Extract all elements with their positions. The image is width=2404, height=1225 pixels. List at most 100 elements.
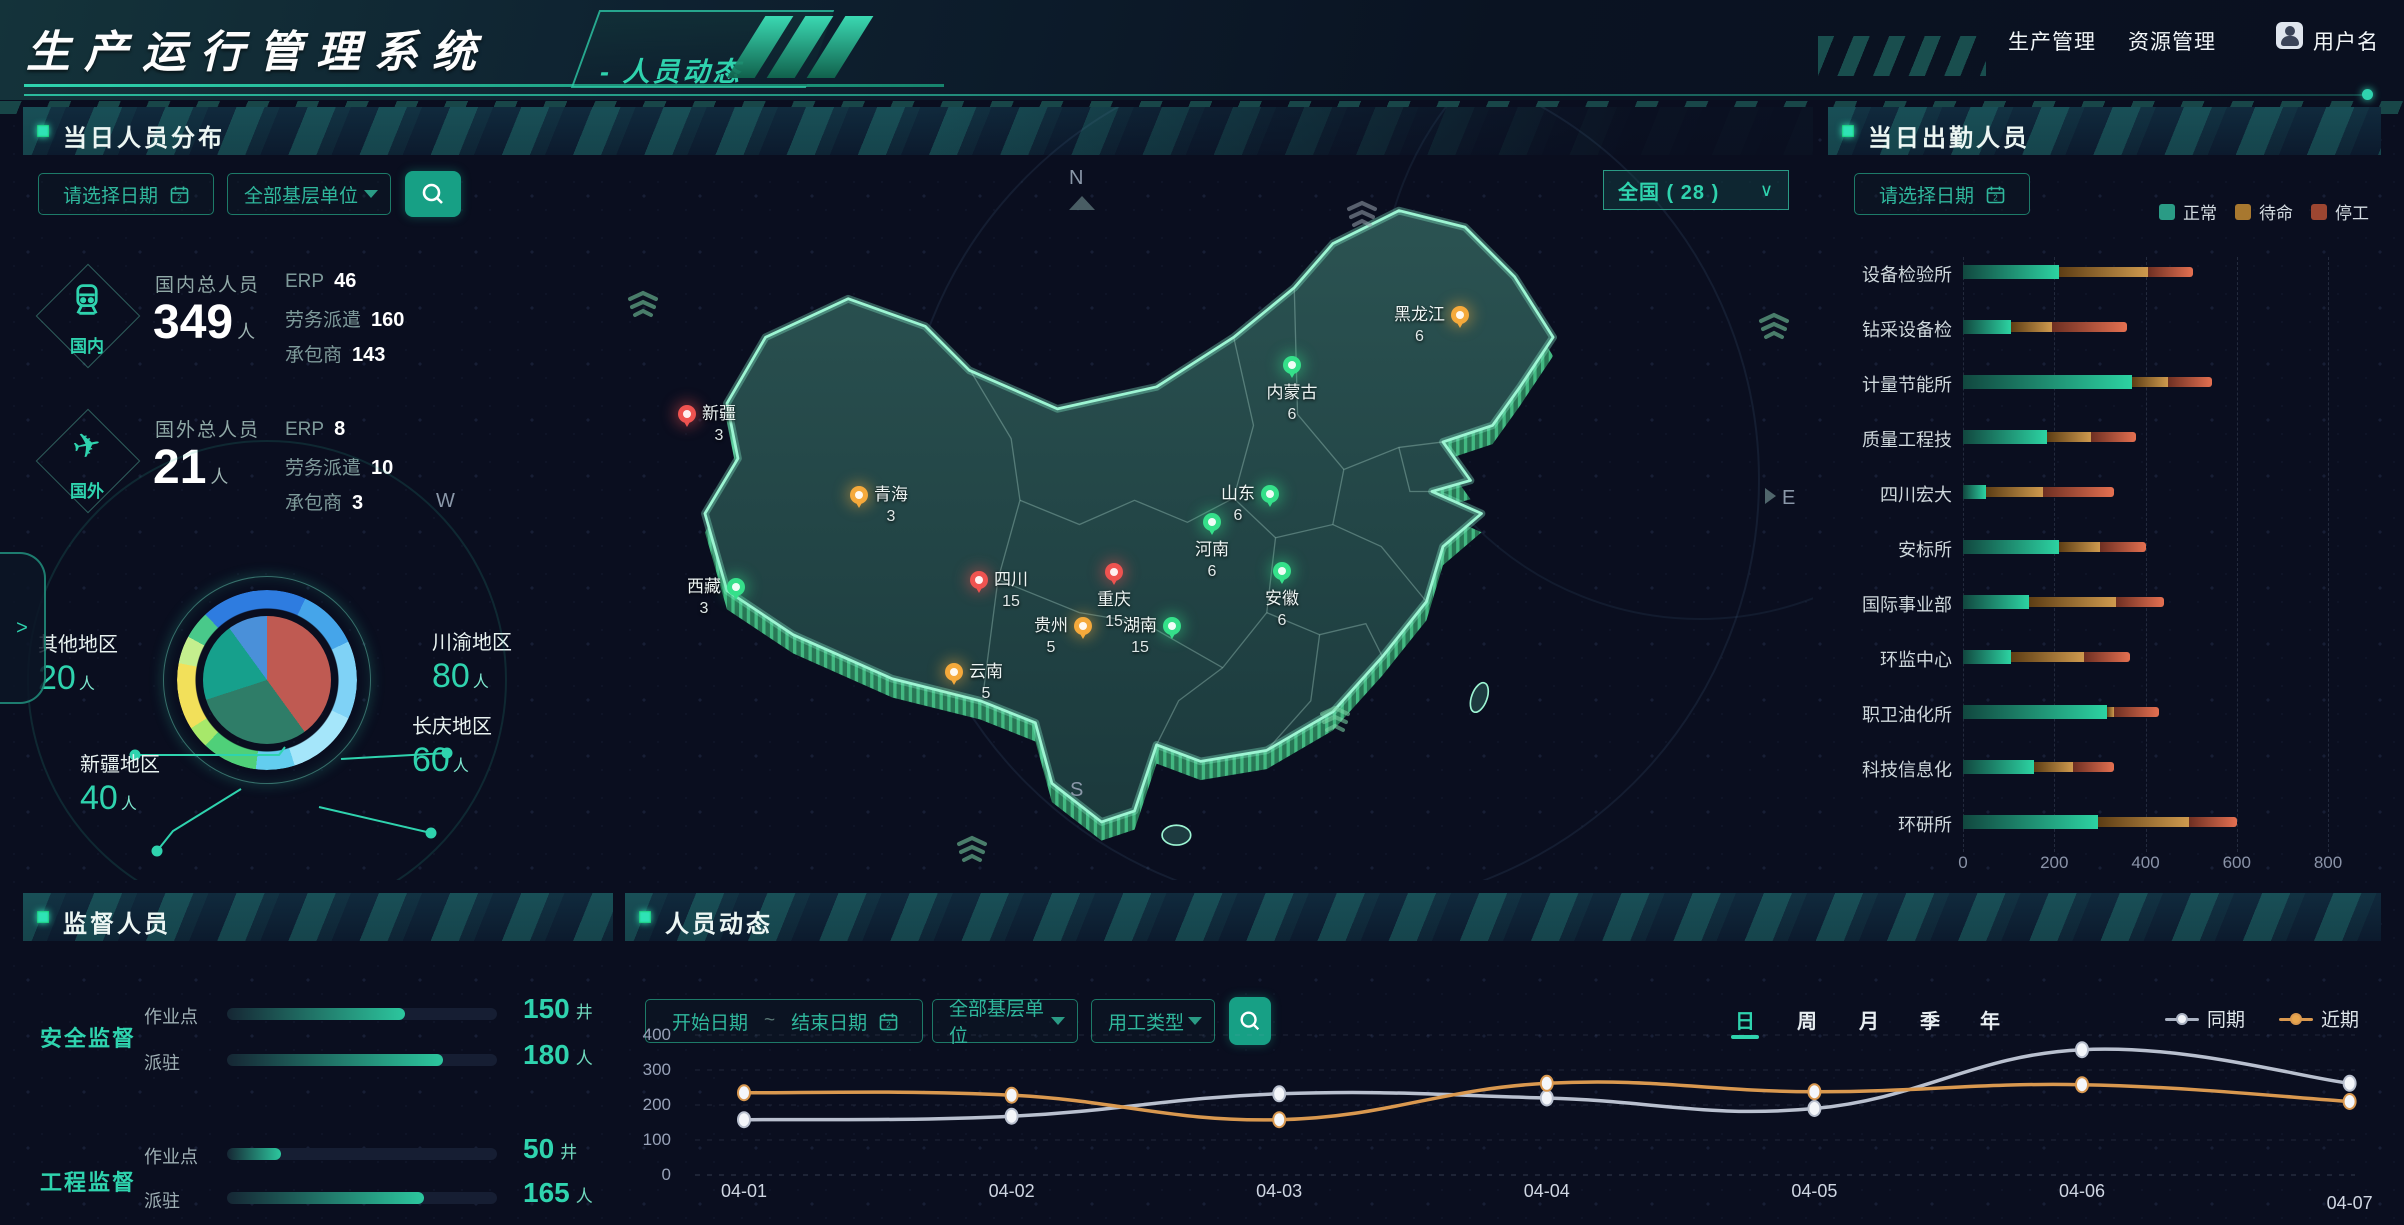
bar-category-label: 计量节能所 (1862, 375, 1952, 395)
tab-季[interactable]: 季 (1920, 1011, 1940, 1033)
search-button[interactable] (405, 171, 461, 217)
data-point-同期[interactable] (2075, 1041, 2089, 1059)
pin-dot (1451, 306, 1469, 324)
x-axis-label: 04-03 (1256, 1181, 1303, 1201)
china-map[interactable] (440, 150, 1785, 855)
map-pin-新疆[interactable]: 新疆 3 (678, 404, 736, 444)
pin-tail (1168, 632, 1176, 639)
stacked-bar-钻采设备检 (1963, 320, 2128, 334)
supervision-value: 50 井 (523, 1133, 578, 1164)
supervision-value: 165 人 (523, 1177, 593, 1208)
supervision-row-label: 作业点 (144, 1147, 198, 1167)
pin-dot (727, 578, 745, 596)
domestic-icon-label: 国内 (70, 337, 104, 356)
legend-dot (2289, 1012, 2302, 1025)
data-point-同期[interactable] (1004, 1107, 1019, 1125)
pin-label: 安徽 6 (1265, 584, 1299, 630)
header-accent-line (24, 84, 944, 87)
panel-bullet-icon (37, 911, 49, 923)
data-point-近期[interactable] (2075, 1076, 2089, 1094)
map-pin-黑龙江[interactable]: 黑龙江 6 (1394, 305, 1469, 345)
data-point-同期[interactable] (1807, 1100, 1822, 1117)
tab-日[interactable]: 日 (1735, 1011, 1755, 1033)
header-divider-line (24, 94, 2368, 96)
data-point-近期[interactable] (737, 1084, 751, 1102)
chevron-down-icon (364, 190, 378, 198)
tab-年[interactable]: 年 (1980, 1011, 2000, 1033)
x-axis-label: 04-04 (1523, 1181, 1570, 1201)
pin-value: 15 (1131, 639, 1149, 656)
pin-label: 新疆 3 (702, 399, 736, 445)
x-axis-tick: 400 (2131, 853, 2160, 872)
nav-resources[interactable]: 资源管理 (2128, 31, 2216, 54)
breakdown-row: ERP 8 (285, 418, 346, 440)
domestic-total-value: 349 人 (153, 295, 255, 350)
unit-select-value: 全部基层单位 (949, 999, 1045, 1047)
data-point-近期[interactable] (2342, 1093, 2357, 1110)
legend-item-同期[interactable]: 同期 (2164, 1005, 2245, 1032)
region-select[interactable]: 全国 ( 28 ) ∨ (1603, 170, 1789, 210)
bar-category-label: 环监中心 (1880, 650, 1952, 670)
pin-tail (1456, 321, 1464, 328)
data-point-近期[interactable] (1539, 1074, 1554, 1092)
map-pin-重庆[interactable]: 重庆 15 (1097, 563, 1131, 630)
pin-dot (1105, 563, 1123, 581)
line-chart-svg (695, 1034, 2357, 1176)
map-pin-四川[interactable]: 四川 15 (970, 570, 1028, 610)
data-point-近期[interactable] (1807, 1083, 1822, 1101)
map-pin-贵州[interactable]: 贵州 5 (1034, 616, 1092, 656)
pin-name: 安徽 (1265, 589, 1299, 608)
legend-item-近期[interactable]: 近期 (2278, 1005, 2359, 1032)
nav-production[interactable]: 生产管理 (2008, 31, 2096, 54)
supervision-row-label: 作业点 (144, 1007, 198, 1027)
nav-username[interactable]: 用户名 (2313, 31, 2379, 54)
data-point-同期[interactable] (1272, 1085, 1287, 1103)
pin-value: 6 (1233, 507, 1243, 524)
supervision-bar-track (227, 1148, 497, 1160)
pin-tail (975, 586, 983, 593)
legend-item-停工[interactable]: 停工 (2311, 199, 2369, 224)
attendance-bar-chart: 0 200 400 600 800 设备检验所 钻采设备检 计量节能所 质量工程技 四川宏大 安标所… (1828, 107, 2381, 880)
dynamics-search-button[interactable] (1229, 997, 1271, 1045)
legend-item-正常[interactable]: 正常 (2159, 199, 2217, 224)
breakdown-row: ERP 46 (285, 270, 357, 292)
map-pin-河南[interactable]: 河南 6 (1195, 513, 1229, 580)
employment-type-select[interactable]: 用工类型 (1091, 999, 1215, 1043)
overseas-icon-label: 国外 (70, 482, 104, 501)
pin-label: 重庆 15 (1097, 585, 1131, 631)
pin-name: 重庆 (1097, 590, 1131, 609)
supervision-value: 180 人 (523, 1039, 593, 1070)
bar-segment-待命 (2029, 597, 2116, 607)
tab-周[interactable]: 周 (1797, 1011, 1817, 1033)
map-pin-湖南[interactable]: 湖南 15 (1123, 616, 1181, 656)
data-point-近期[interactable] (1004, 1086, 1019, 1104)
data-point-同期[interactable] (737, 1111, 751, 1129)
data-point-同期[interactable] (1539, 1089, 1554, 1107)
date-picker[interactable]: 请选择日期 2 (38, 173, 214, 215)
y-axis-tick: 200 (642, 1095, 671, 1114)
map-pin-安徽[interactable]: 安徽 6 (1265, 562, 1299, 629)
dynamics-unit-select[interactable]: 全部基层单位 (932, 999, 1078, 1047)
map-pin-内蒙古[interactable]: 内蒙古 6 (1267, 356, 1318, 423)
user-avatar-icon[interactable] (2276, 22, 2303, 49)
side-drawer-handle[interactable]: > (0, 552, 46, 704)
data-point-近期[interactable] (1272, 1111, 1287, 1129)
legend-item-待命[interactable]: 待命 (2235, 199, 2293, 224)
pin-value: 6 (1277, 612, 1287, 629)
svg-text:2: 2 (886, 1020, 891, 1029)
pin-tail (1266, 500, 1274, 507)
date-range-picker[interactable]: 开始日期 ~ 结束日期 2 (645, 999, 923, 1043)
pin-label: 青海 3 (874, 480, 908, 526)
attendance-date-picker[interactable]: 请选择日期 2 (1854, 173, 2030, 215)
map-pin-云南[interactable]: 云南 5 (945, 662, 1003, 702)
panel-bullet-icon (639, 911, 651, 923)
tab-月[interactable]: 月 (1859, 1011, 1879, 1033)
map-pin-山东[interactable]: 山东 6 (1221, 484, 1279, 524)
bar-category-label: 职卫油化所 (1862, 705, 1952, 725)
unit-select[interactable]: 全部基层单位 (227, 173, 391, 215)
pin-tail (855, 501, 863, 508)
map-pin-青海[interactable]: 青海 3 (850, 485, 908, 525)
bar-segment-停工 (2168, 377, 2212, 387)
data-point-同期[interactable] (2342, 1074, 2357, 1092)
map-pin-西藏[interactable]: 西藏 3 (687, 577, 745, 617)
